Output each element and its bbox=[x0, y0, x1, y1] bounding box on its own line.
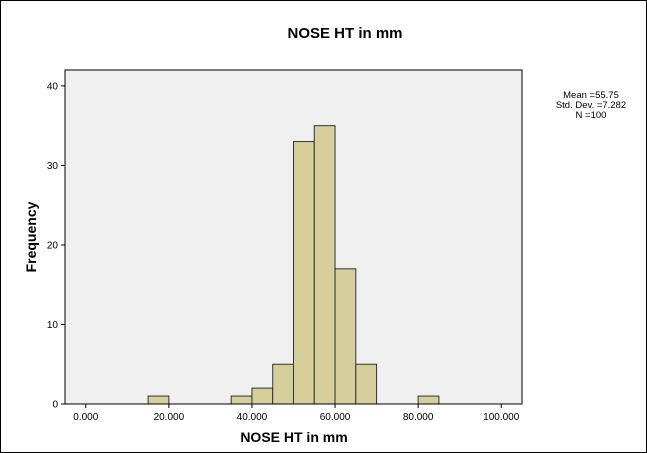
y-tick-label: 20 bbox=[47, 240, 59, 251]
histogram-bar bbox=[272, 363, 294, 405]
histogram-bar bbox=[230, 395, 253, 405]
histogram-bar bbox=[417, 395, 440, 405]
y-tick-label: 10 bbox=[47, 320, 59, 331]
x-tick-label: 0.000 bbox=[73, 412, 98, 423]
y-ticks-group: 0 10 20 30 40 bbox=[47, 81, 65, 411]
x-tick-label: 40.000 bbox=[237, 412, 268, 423]
stats-mean: Mean =55.75 bbox=[563, 90, 619, 101]
bars-group bbox=[147, 125, 440, 405]
histogram-bar bbox=[147, 395, 170, 405]
x-axis-title: NOSE HT in mm bbox=[240, 429, 347, 445]
chart-title: NOSE HT in mm bbox=[287, 25, 402, 42]
histogram-bar bbox=[251, 387, 274, 405]
x-tick-label: 100.000 bbox=[483, 412, 520, 423]
histogram-bar bbox=[293, 141, 315, 405]
x-tick-label: 20.000 bbox=[154, 412, 185, 423]
histogram-bar bbox=[355, 363, 378, 405]
stats-box: Mean =55.75 Std. Dev. =7.282 N =100 bbox=[556, 90, 626, 121]
histogram-bar bbox=[334, 268, 357, 405]
y-tick-label: 30 bbox=[47, 161, 59, 172]
x-tick-label: 60.000 bbox=[320, 412, 351, 423]
y-tick-label: 0 bbox=[52, 400, 58, 411]
stats-std-dev: Std. Dev. =7.282 bbox=[556, 100, 626, 111]
y-axis-title: Frequency bbox=[23, 201, 39, 272]
stats-n: N =100 bbox=[576, 110, 607, 121]
x-tick-label: 80.000 bbox=[403, 412, 434, 423]
histogram-bar bbox=[313, 125, 336, 405]
y-tick-label: 40 bbox=[47, 81, 59, 92]
x-ticks-group: 0.000 20.000 40.000 60.000 80.000 100.000 bbox=[73, 404, 520, 423]
